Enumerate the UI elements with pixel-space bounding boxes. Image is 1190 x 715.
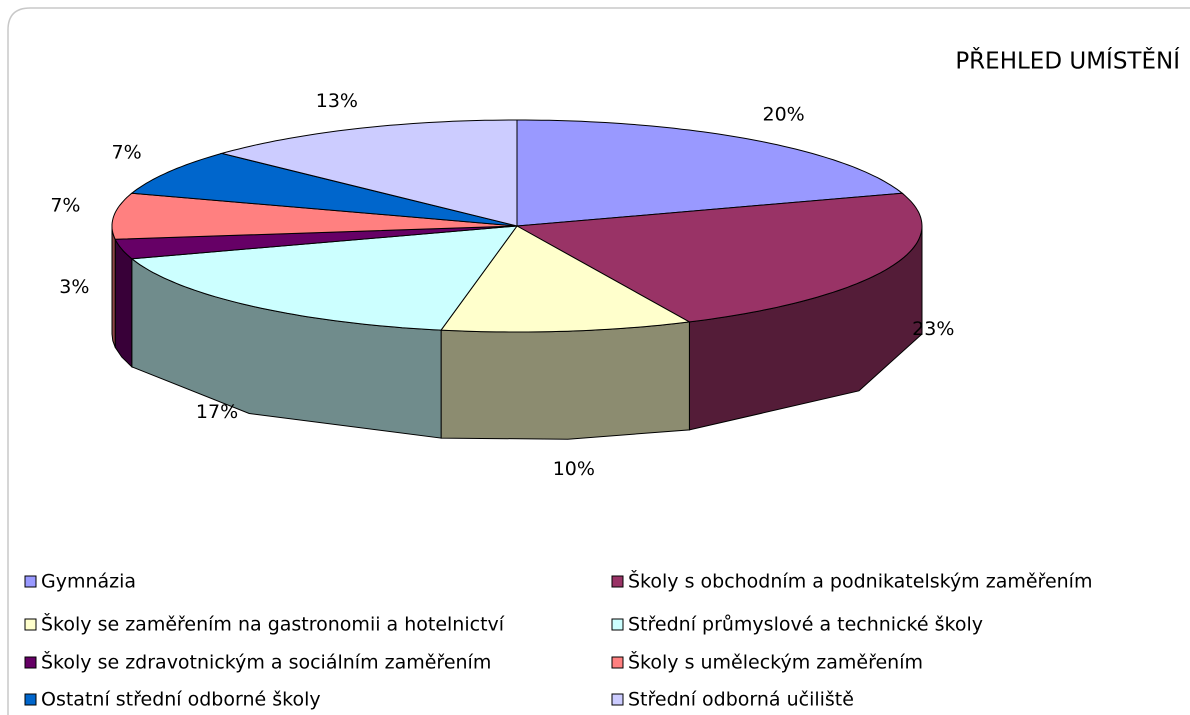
legend-label: Střední průmyslové a technické školy <box>628 614 983 636</box>
data-label: 13% <box>316 90 358 112</box>
legend-swatch <box>611 618 624 631</box>
pie-side <box>440 321 690 440</box>
legend-swatch <box>611 656 624 669</box>
legend-label: Školy s obchodním a podnikatelským zaměř… <box>628 569 1092 593</box>
pie-slice <box>130 225 519 331</box>
legend-swatch <box>24 693 37 706</box>
legend-swatch <box>611 693 624 706</box>
pie-slice <box>440 225 691 333</box>
pie-slice <box>114 225 518 260</box>
legend-swatch <box>24 656 37 669</box>
legend-label: Střední odborná učiliště <box>628 689 854 711</box>
legend-label: Školy se zdravotnickým a sociálním zaměř… <box>41 650 491 674</box>
legend-label: Ostatní střední odborné školy <box>41 689 321 711</box>
data-label: 7% <box>50 195 80 217</box>
pie-slice <box>515 192 923 323</box>
data-label: 20% <box>763 104 805 126</box>
pie-side <box>114 239 133 368</box>
legend-swatch <box>24 618 37 631</box>
data-label: 23% <box>912 318 954 340</box>
pie-slice <box>111 192 518 240</box>
legend-swatch <box>611 575 624 588</box>
pie-slice <box>219 119 518 227</box>
chart-border <box>7 7 1190 715</box>
chart-title: PŘEHLED UMÍSTĚNÍ <box>955 47 1180 75</box>
pie-slice <box>516 119 904 227</box>
pie-side <box>111 225 116 348</box>
legend-swatch <box>24 575 37 588</box>
legend-label: Školy se zaměřením na gastronomii a hote… <box>41 612 505 636</box>
data-label: 7% <box>111 142 141 164</box>
legend-label: Školy s uměleckým zaměřením <box>628 650 923 674</box>
data-label: 3% <box>59 276 89 298</box>
data-label: 10% <box>553 458 595 480</box>
legend-label: Gymnázia <box>41 571 136 593</box>
pie-slice <box>130 152 518 227</box>
data-label: 17% <box>196 401 238 423</box>
